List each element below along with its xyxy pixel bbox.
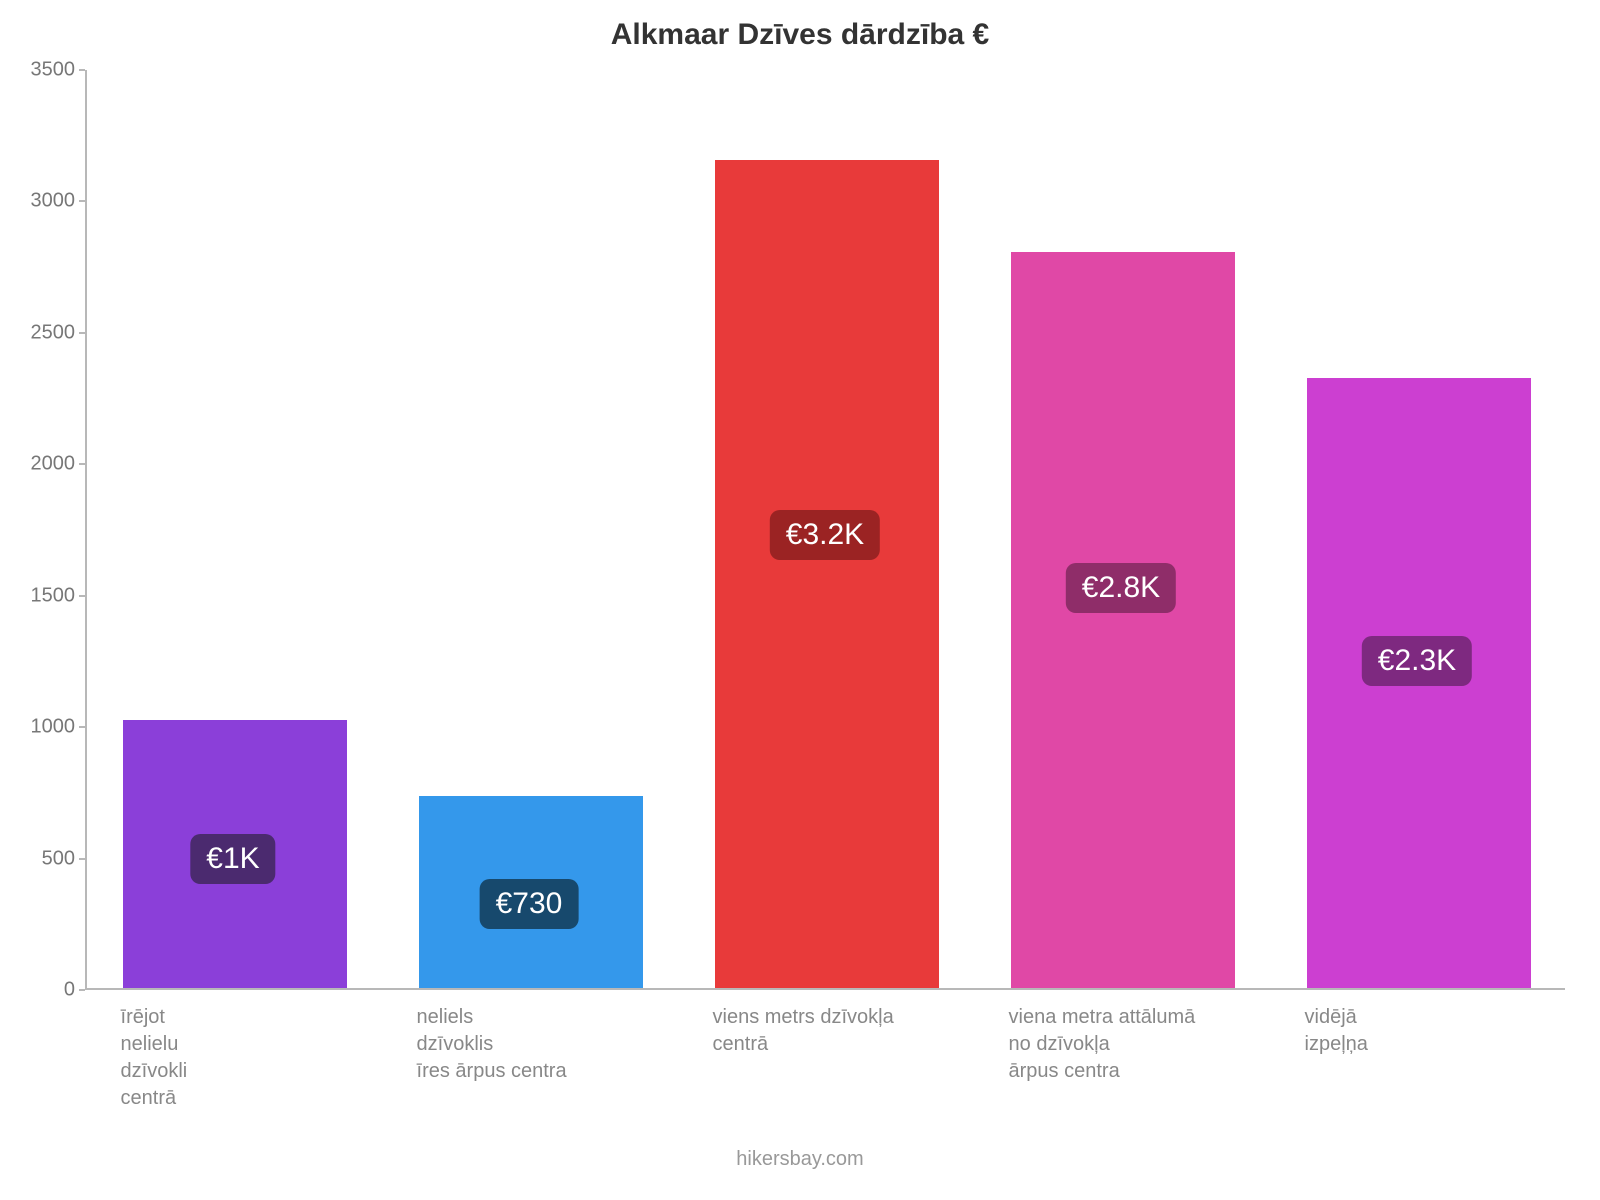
x-tick-label: viena metra attālumā no dzīvokļa ārpus c… (1009, 1004, 1234, 1085)
y-tick-label: 1500 (31, 584, 76, 607)
y-tick-label: 3500 (31, 59, 76, 82)
bar-value-label: €2.3K (1362, 636, 1472, 686)
x-tick-label: īrējot nelielu dzīvokli centrā (121, 1004, 346, 1112)
x-tick-label: neliels dzīvoklis īres ārpus centra (417, 1004, 642, 1085)
bar-value-label: €2.8K (1066, 563, 1176, 613)
bar (1011, 252, 1236, 988)
bar (715, 160, 940, 988)
bar-chart: Alkmaar Dzīves dārdzība € 0 500 1000 1500 20… (0, 0, 1600, 1200)
y-tick-label: 2000 (31, 453, 76, 476)
x-tick-label: viens metrs dzīvokļa centrā (713, 1004, 938, 1058)
y-tick-label: 2500 (31, 321, 76, 344)
chart-title: Alkmaar Dzīves dārdzība € (0, 18, 1600, 52)
y-tick-label: 1000 (31, 716, 76, 739)
bar-value-label: €3.2K (770, 510, 880, 560)
y-tick-label: 3000 (31, 190, 76, 213)
bar-value-label: €1K (190, 834, 275, 884)
x-tick-label: vidējā izpeļņa (1305, 1004, 1530, 1058)
bar-value-label: €730 (480, 879, 579, 929)
attribution: hikersbay.com (0, 1148, 1600, 1171)
y-tick-label: 500 (42, 847, 75, 870)
y-tick-label: 0 (64, 979, 75, 1002)
